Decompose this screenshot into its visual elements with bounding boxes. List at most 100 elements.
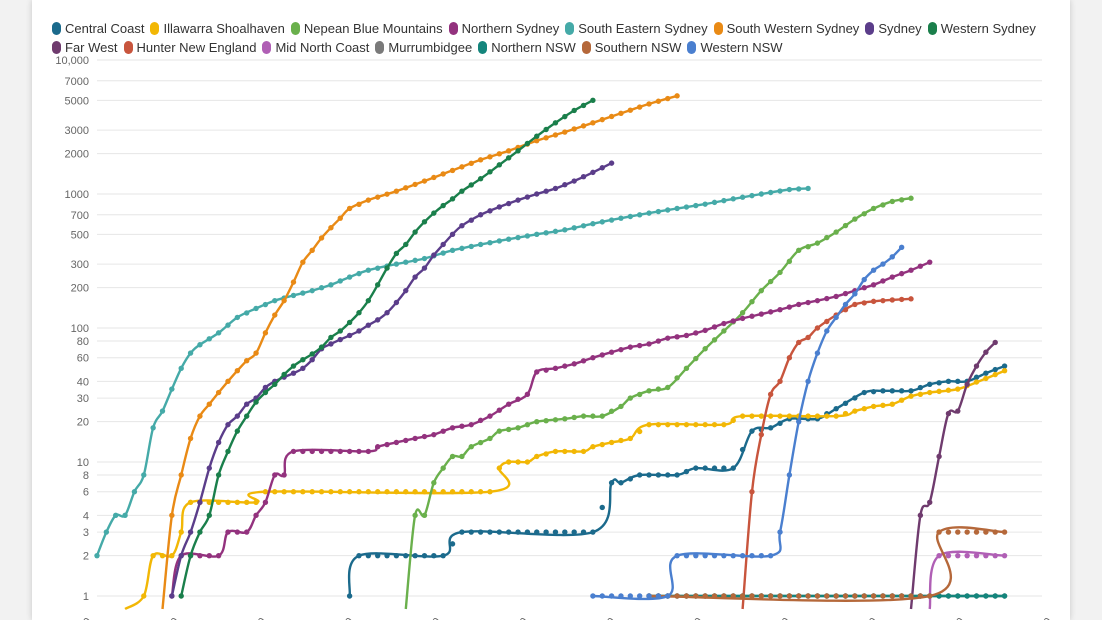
data-point[interactable] bbox=[328, 334, 334, 341]
data-point[interactable] bbox=[758, 191, 765, 197]
data-point[interactable] bbox=[739, 315, 746, 322]
data-point[interactable] bbox=[674, 593, 680, 599]
data-point[interactable] bbox=[187, 350, 194, 356]
data-point[interactable] bbox=[187, 529, 194, 535]
data-point[interactable] bbox=[955, 593, 961, 599]
data-point[interactable] bbox=[767, 552, 774, 559]
data-point[interactable] bbox=[496, 162, 503, 168]
data-point[interactable] bbox=[1001, 593, 1008, 599]
data-point[interactable] bbox=[346, 205, 353, 212]
data-point[interactable] bbox=[721, 320, 727, 327]
data-point[interactable] bbox=[721, 465, 727, 471]
data-point[interactable] bbox=[711, 324, 718, 330]
data-point[interactable] bbox=[468, 489, 474, 495]
data-point[interactable] bbox=[300, 290, 306, 296]
data-point[interactable] bbox=[655, 98, 662, 104]
data-point[interactable] bbox=[169, 593, 175, 599]
data-point[interactable] bbox=[655, 386, 662, 392]
data-point[interactable] bbox=[898, 397, 905, 403]
data-point[interactable] bbox=[571, 178, 577, 184]
data-point[interactable] bbox=[683, 365, 690, 372]
data-point[interactable] bbox=[730, 465, 736, 471]
data-point[interactable] bbox=[711, 421, 718, 428]
data-point[interactable] bbox=[459, 453, 465, 460]
data-point[interactable] bbox=[880, 202, 886, 208]
data-point[interactable] bbox=[449, 167, 456, 174]
data-point[interactable] bbox=[421, 552, 428, 559]
data-point[interactable] bbox=[449, 196, 456, 202]
data-point[interactable] bbox=[412, 435, 418, 442]
legend-item[interactable]: Far West bbox=[52, 39, 118, 56]
data-point[interactable] bbox=[739, 413, 746, 419]
data-point[interactable] bbox=[262, 384, 269, 391]
data-point[interactable] bbox=[534, 529, 540, 535]
data-point[interactable] bbox=[477, 417, 484, 424]
data-point[interactable] bbox=[608, 113, 615, 120]
data-point[interactable] bbox=[777, 188, 783, 194]
data-point[interactable] bbox=[365, 297, 372, 304]
data-point[interactable] bbox=[833, 413, 839, 419]
data-point[interactable] bbox=[468, 182, 474, 188]
data-point[interactable] bbox=[796, 186, 802, 192]
data-point[interactable] bbox=[384, 265, 390, 271]
data-point[interactable] bbox=[636, 391, 643, 398]
data-point[interactable] bbox=[739, 194, 746, 200]
data-point[interactable] bbox=[337, 215, 343, 221]
data-point[interactable] bbox=[178, 529, 184, 535]
data-point[interactable] bbox=[571, 361, 577, 367]
data-point[interactable] bbox=[590, 120, 596, 126]
data-point[interactable] bbox=[665, 207, 671, 213]
data-point[interactable] bbox=[365, 552, 372, 559]
data-point[interactable] bbox=[580, 529, 587, 535]
data-point[interactable] bbox=[973, 363, 980, 369]
data-point[interactable] bbox=[412, 489, 418, 495]
data-point[interactable] bbox=[543, 135, 549, 141]
data-point[interactable] bbox=[908, 195, 914, 201]
data-point[interactable] bbox=[758, 593, 765, 599]
data-point[interactable] bbox=[870, 267, 877, 273]
data-point[interactable] bbox=[356, 489, 362, 495]
data-point[interactable] bbox=[861, 593, 867, 599]
data-point[interactable] bbox=[346, 274, 353, 280]
data-point[interactable] bbox=[880, 297, 886, 304]
data-point[interactable] bbox=[393, 552, 400, 559]
data-point[interactable] bbox=[215, 330, 222, 336]
data-point[interactable] bbox=[206, 401, 212, 407]
data-point[interactable] bbox=[739, 593, 746, 599]
data-point[interactable] bbox=[580, 448, 587, 455]
data-point[interactable] bbox=[777, 593, 783, 599]
data-point[interactable] bbox=[749, 428, 755, 434]
data-point[interactable] bbox=[487, 208, 493, 214]
data-point[interactable] bbox=[552, 132, 559, 138]
data-point[interactable] bbox=[665, 335, 671, 341]
data-point[interactable] bbox=[253, 499, 259, 506]
data-point[interactable] bbox=[356, 270, 362, 277]
data-point[interactable] bbox=[431, 431, 437, 438]
data-point[interactable] bbox=[346, 448, 353, 455]
data-point[interactable] bbox=[627, 593, 634, 599]
data-point[interactable] bbox=[655, 338, 662, 344]
data-point[interactable] bbox=[711, 337, 718, 343]
data-point[interactable] bbox=[412, 552, 418, 559]
data-point[interactable] bbox=[730, 593, 736, 599]
data-point[interactable] bbox=[973, 593, 980, 599]
data-point[interactable] bbox=[290, 489, 297, 495]
data-point[interactable] bbox=[927, 259, 933, 265]
series-line[interactable] bbox=[741, 297, 912, 610]
data-point[interactable] bbox=[618, 437, 624, 444]
data-point[interactable] bbox=[805, 244, 811, 250]
data-point[interactable] bbox=[992, 552, 998, 559]
data-point[interactable] bbox=[356, 310, 362, 316]
data-point[interactable] bbox=[272, 381, 278, 388]
data-point[interactable] bbox=[449, 541, 456, 547]
data-point[interactable] bbox=[543, 451, 549, 457]
data-point[interactable] bbox=[917, 263, 924, 269]
data-point[interactable] bbox=[468, 160, 474, 167]
data-point[interactable] bbox=[796, 247, 802, 254]
data-point[interactable] bbox=[440, 489, 446, 495]
data-point[interactable] bbox=[159, 552, 166, 559]
data-point[interactable] bbox=[674, 205, 680, 212]
data-point[interactable] bbox=[141, 593, 147, 599]
data-point[interactable] bbox=[693, 355, 699, 362]
data-point[interactable] bbox=[936, 529, 942, 535]
